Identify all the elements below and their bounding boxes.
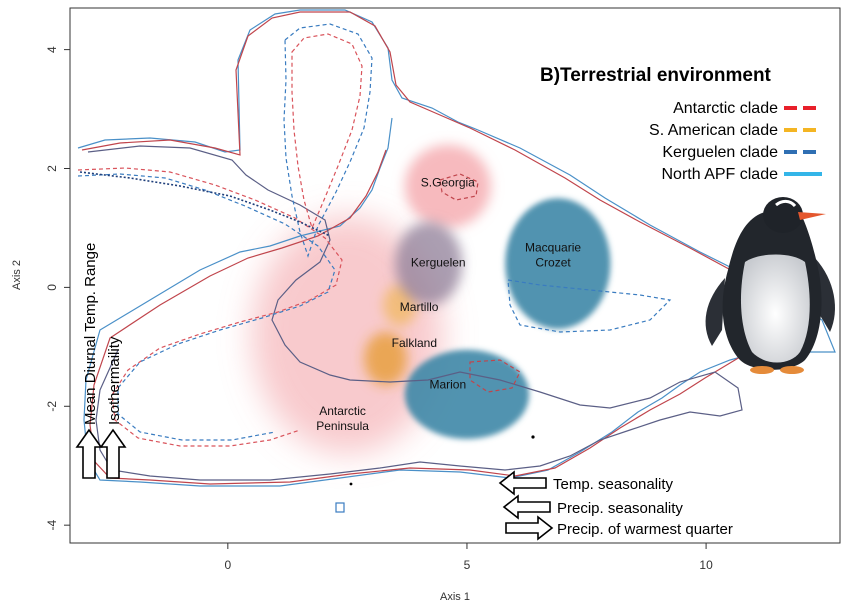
contour-sgeorgia-dashed xyxy=(439,173,479,201)
region-label: Peninsula xyxy=(316,419,369,433)
y-axis-title: Axis 2 xyxy=(11,260,23,290)
niche-contours xyxy=(77,9,836,513)
contour-north-apf-solid xyxy=(77,9,836,487)
panel-title: B)Terrestrial environment xyxy=(540,65,772,86)
density-cloud-north-apf-clade xyxy=(404,349,530,439)
region-label: Kerguelen xyxy=(411,256,466,270)
y-tick-label: -2 xyxy=(45,401,59,412)
marker-dot xyxy=(349,482,353,486)
horizontal-arrow-label: Precip. of warmest quarter xyxy=(557,521,733,538)
contour-marion-dashed xyxy=(507,279,672,333)
left-arrow-icon xyxy=(502,494,551,520)
x-tick-label: 0 xyxy=(224,558,231,572)
gentoo-penguin-image xyxy=(705,197,835,374)
region-label: Crozet xyxy=(535,256,571,270)
contour-loop-upper-red xyxy=(291,33,363,230)
contour-loop-upper-blue xyxy=(283,23,373,258)
density-clouds xyxy=(251,144,611,454)
vertical-arrow-label: Mean Diurnal Temp. Range xyxy=(82,243,99,425)
x-tick-label: 10 xyxy=(699,558,713,572)
density-cloud-kerguelen-clade xyxy=(395,222,463,306)
region-label: Macquarie xyxy=(525,241,581,255)
density-cloud-s-american-clade xyxy=(364,331,408,386)
contour-falkland-dashed xyxy=(469,359,521,393)
right-arrow-icon xyxy=(505,515,554,541)
y-tick-label: 4 xyxy=(45,46,59,53)
legend: Antarctic clade S. American clade Kerguele… xyxy=(649,100,822,183)
horizontal-arrow-label: Temp. seasonality xyxy=(553,476,674,493)
region-label: S.Georgia xyxy=(421,175,475,189)
left-arrow-icon xyxy=(498,470,547,496)
contour-kerguelen-solid xyxy=(87,145,743,481)
y-axis: -4 -2 0 2 4 xyxy=(45,46,70,531)
y-tick-label: 0 xyxy=(45,284,59,291)
y-tick-label: -4 xyxy=(45,520,59,531)
legend-label: Kerguelen clade xyxy=(662,144,778,161)
region-label: Martillo xyxy=(400,300,439,314)
legend-label: Antarctic clade xyxy=(673,100,778,117)
contour-antarctic-solid xyxy=(81,11,816,485)
horizontal-arrow-label: Precip. seasonality xyxy=(557,500,683,517)
density-cloud-antarctic-clade xyxy=(404,144,491,228)
y-tick-label: 2 xyxy=(45,165,59,172)
region-label: Falkland xyxy=(392,336,437,350)
region-label: Marion xyxy=(429,377,466,391)
up-arrow-icon xyxy=(75,428,103,479)
density-cloud-antarctic-clade xyxy=(251,216,444,454)
x-axis: 0 5 10 xyxy=(224,543,713,572)
density-cloud-north-apf-clade xyxy=(505,198,611,329)
vertical-arrows: Mean Diurnal Temp. Range Isothermaility xyxy=(75,243,127,479)
horizontal-arrows: Temp. seasonality Precip. seasonality Pr… xyxy=(498,470,733,541)
vertical-arrow-label: Isothermaility xyxy=(106,336,123,425)
contour-artifact-square xyxy=(335,502,345,513)
x-tick-label: 5 xyxy=(464,558,471,572)
region-label: Antarctic xyxy=(319,404,366,418)
legend-label: North APF clade xyxy=(662,166,779,183)
marker-dot xyxy=(531,435,535,439)
x-axis-title: Axis 1 xyxy=(440,591,470,603)
contour-antarctic-dashed xyxy=(77,167,343,447)
legend-label: S. American clade xyxy=(649,122,778,139)
up-arrow-icon xyxy=(99,428,127,479)
